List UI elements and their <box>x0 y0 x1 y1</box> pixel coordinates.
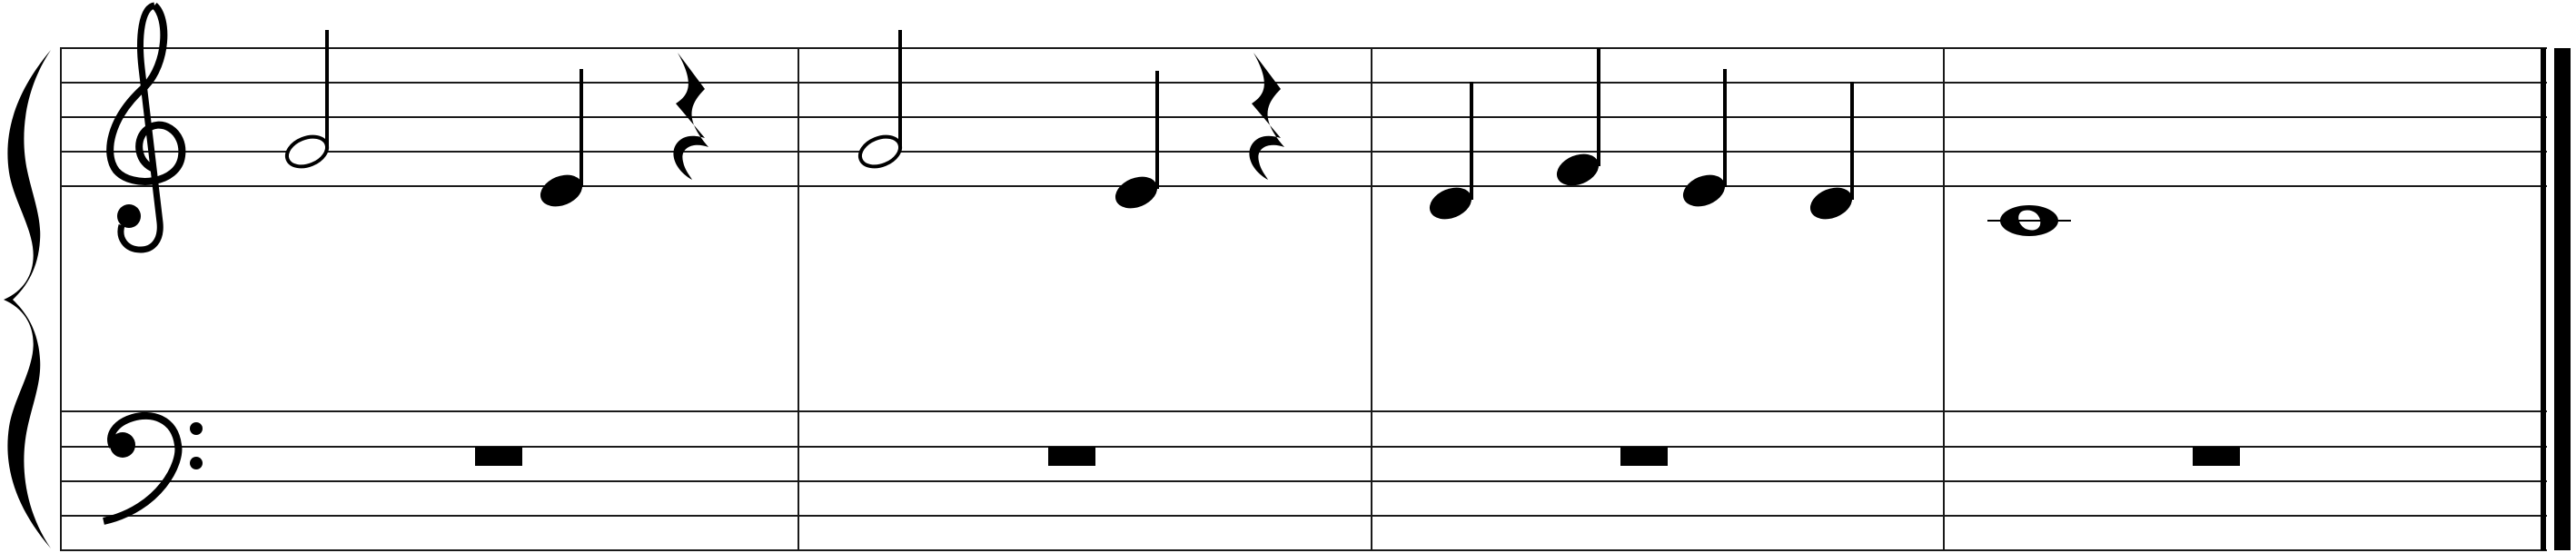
bass-clef <box>103 411 203 525</box>
quarter-note <box>1429 82 1473 220</box>
whole-rest <box>475 447 522 466</box>
lower-measure-2 <box>1048 447 1095 466</box>
quarter-note <box>540 69 583 207</box>
upper-measure-2 <box>857 30 1284 209</box>
lower-measure-4 <box>2193 447 2240 466</box>
barlines <box>60 48 1945 550</box>
quarter-rest <box>1249 53 1284 180</box>
quarter-note <box>1115 71 1159 209</box>
half-note <box>284 30 330 169</box>
quarter-rest <box>673 53 708 180</box>
lower-measure-3 <box>1620 447 1668 466</box>
treble-clef <box>106 2 186 253</box>
upper-measure-4 <box>1987 205 2071 236</box>
quarter-note <box>1556 48 1600 186</box>
quarter-note <box>1809 82 1854 220</box>
upper-measure-3 <box>1429 48 1854 220</box>
lower-measure-1 <box>475 447 522 466</box>
final-double-barline <box>2541 48 2571 550</box>
lower-staff <box>60 410 2547 551</box>
quarter-note <box>1682 69 1727 207</box>
whole-rest <box>1620 447 1668 466</box>
whole-rest <box>2193 447 2240 466</box>
grand-staff-brace <box>4 50 51 548</box>
upper-measure-1 <box>284 30 708 207</box>
upper-staff <box>60 47 2547 187</box>
whole-rest <box>1048 447 1095 466</box>
whole-note <box>1987 205 2071 236</box>
half-note <box>857 30 903 169</box>
